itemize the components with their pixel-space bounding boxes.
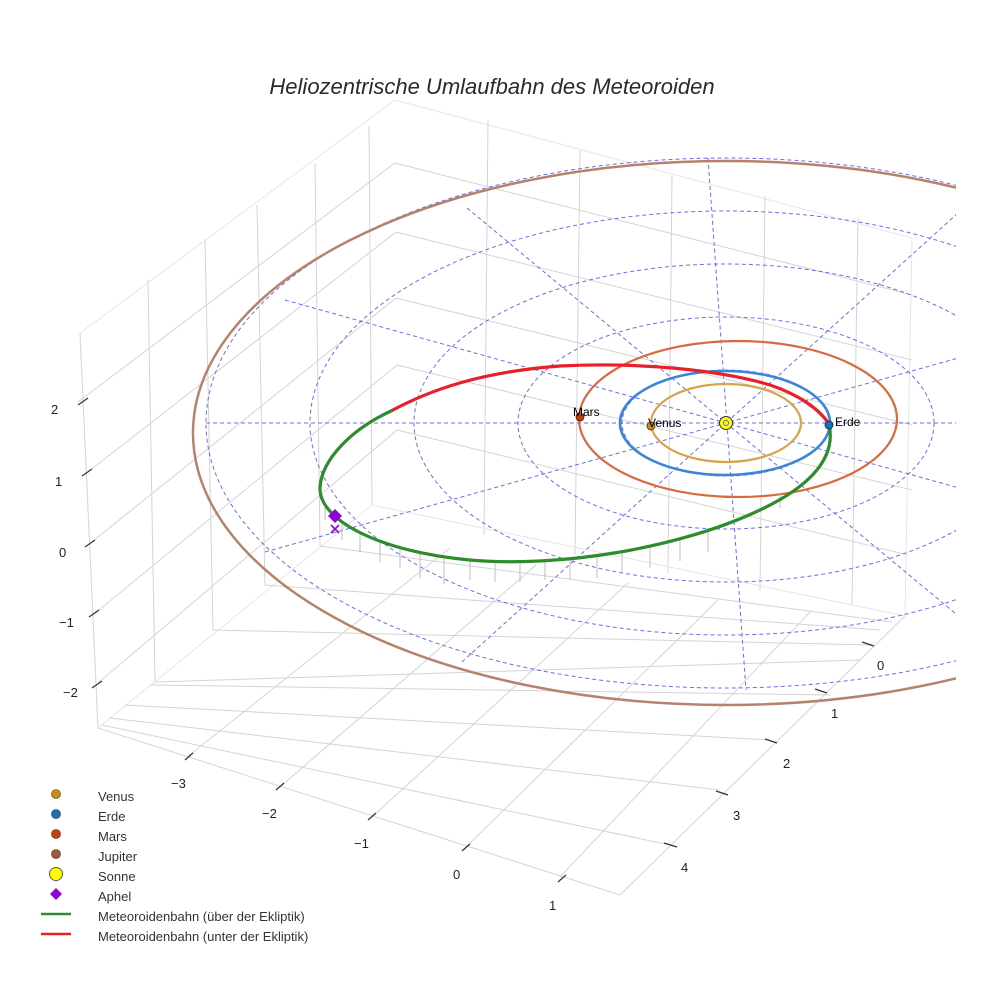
legend-label: Jupiter <box>98 848 138 864</box>
legend-label: Venus <box>98 788 135 804</box>
x-tick-label: −2 <box>262 806 277 821</box>
x-tick-label: −3 <box>171 776 186 791</box>
line-icon <box>36 906 76 926</box>
y-tick-label: 2 <box>783 756 790 771</box>
legend-label: Sonne <box>98 868 136 884</box>
x-tick-label: 1 <box>549 898 556 913</box>
legend: Venus Erde Mars Jupiter Sonne Aphel Mete… <box>36 786 308 946</box>
axis-box-grid <box>77 99 913 896</box>
legend-item-mars[interactable]: Mars <box>36 826 308 846</box>
x-axis: −3 −2 −1 0 1 <box>171 752 567 913</box>
y-axis: 0 1 2 3 4 <box>663 641 884 875</box>
legend-label: Meteoroidenbahn (über der Ekliptik) <box>98 908 305 924</box>
legend-item-erde[interactable]: Erde <box>36 806 308 826</box>
dot-icon <box>36 846 76 866</box>
aphel-projection-cross-icon <box>330 524 340 534</box>
legend-label: Mars <box>98 828 127 844</box>
z-tick-label: −2 <box>63 685 78 700</box>
legend-label: Meteoroidenbahn (unter der Ekliptik) <box>98 928 309 944</box>
mars-label: Mars <box>573 405 600 419</box>
y-tick-label: 0 <box>877 658 884 673</box>
chart-title: Heliozentrische Umlaufbahn des Meteoroid… <box>269 74 715 99</box>
line-icon <box>36 926 76 946</box>
dot-icon <box>36 806 76 826</box>
diamond-icon <box>36 886 76 906</box>
x-tick-label: −1 <box>354 836 369 851</box>
z-tick-label: −1 <box>59 615 74 630</box>
legend-item-jupiter[interactable]: Jupiter <box>36 846 308 866</box>
sun-marker[interactable] <box>719 416 733 430</box>
meteoroid-orbit-above-ecliptic <box>318 409 832 564</box>
legend-label: Erde <box>98 808 126 824</box>
legend-item-venus[interactable]: Venus <box>36 786 308 806</box>
sun-icon <box>36 866 76 886</box>
meteoroid-orbit-below-ecliptic <box>389 363 831 426</box>
dot-icon <box>36 826 76 846</box>
legend-item-aphel[interactable]: Aphel <box>36 886 308 906</box>
venus-marker[interactable] <box>646 421 656 431</box>
legend-item-sonne[interactable]: Sonne <box>36 866 308 886</box>
dot-icon <box>36 786 76 806</box>
y-tick-label: 4 <box>681 860 688 875</box>
y-tick-label: 3 <box>733 808 740 823</box>
z-tick-label: 1 <box>55 474 62 489</box>
legend-label: Aphel <box>98 888 132 904</box>
venus-label: Venus <box>648 416 681 430</box>
aphel-marker[interactable] <box>328 509 342 523</box>
jupiter-orbit <box>191 159 956 707</box>
z-tick-label: 0 <box>59 545 66 560</box>
z-tick-label: 2 <box>51 402 58 417</box>
x-tick-label: 0 <box>453 867 460 882</box>
earth-marker[interactable] <box>824 420 834 430</box>
z-axis: 2 1 0 −1 −2 <box>51 397 103 700</box>
legend-item-meteoroid-above[interactable]: Meteoroidenbahn (über der Ekliptik) <box>36 906 308 926</box>
legend-item-meteoroid-below[interactable]: Meteoroidenbahn (unter der Ekliptik) <box>36 926 308 946</box>
erde-label: Erde <box>835 415 861 429</box>
mars-marker[interactable] <box>575 412 585 422</box>
y-tick-label: 1 <box>831 706 838 721</box>
